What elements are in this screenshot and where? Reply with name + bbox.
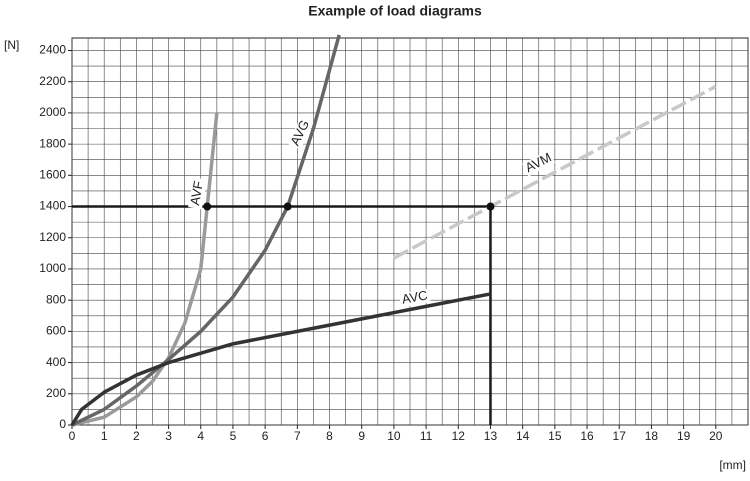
x-tick-label: 15: [548, 429, 562, 443]
y-tick-label: 1000: [39, 261, 66, 275]
marker: [283, 202, 292, 211]
series-label-bg: [522, 150, 556, 177]
x-tick-label: 9: [358, 429, 365, 443]
y-tick-label: 1400: [39, 199, 66, 213]
x-tick-label: 7: [294, 429, 301, 443]
x-tick-label: 8: [326, 429, 333, 443]
series-label: AVF: [187, 180, 206, 207]
series-label-bg: [188, 177, 208, 210]
x-tick-label: 12: [452, 429, 466, 443]
x-tick-label: 2: [133, 429, 140, 443]
y-tick-label: 1800: [39, 136, 66, 150]
x-tick-label: 18: [645, 429, 659, 443]
x-tick-label: 5: [230, 429, 237, 443]
y-tick-label: 1200: [39, 230, 66, 244]
marker: [203, 202, 212, 211]
y-tick-label: 0: [59, 417, 66, 431]
y-axis-label: [N]: [4, 38, 19, 52]
x-tick-label: 11: [420, 429, 433, 443]
x-tick-label: 10: [387, 429, 401, 443]
x-tick-label: 1: [101, 429, 108, 443]
y-tick-label: 2000: [39, 105, 66, 119]
y-tick-label: 400: [46, 355, 66, 369]
x-tick-label: 16: [580, 429, 594, 443]
x-axis-label: [mm]: [719, 458, 746, 472]
y-tick-label: 1600: [39, 167, 66, 181]
y-tick-label: 200: [46, 386, 66, 400]
x-tick-label: 14: [516, 429, 530, 443]
x-tick-label: 19: [677, 429, 691, 443]
y-tick-label: 2200: [39, 74, 66, 88]
x-tick-label: 17: [613, 429, 627, 443]
series-label-bg: [287, 116, 314, 150]
x-tick-label: 6: [262, 429, 269, 443]
series-label-bg: [398, 288, 431, 308]
marker: [486, 202, 495, 211]
y-tick-label: 800: [46, 292, 66, 306]
x-tick-label: 0: [69, 429, 76, 443]
x-tick-label: 4: [197, 429, 204, 443]
x-tick-label: 20: [709, 429, 723, 443]
chart-title: Example of load diagrams: [308, 3, 482, 19]
series-line: [71, 34, 341, 427]
x-tick-label: 13: [484, 429, 498, 443]
series-line: [70, 292, 491, 426]
series-label: AVC: [401, 287, 429, 306]
y-tick-label: 2400: [39, 43, 66, 57]
y-tick-label: 600: [46, 324, 66, 338]
x-tick-label: 3: [165, 429, 172, 443]
